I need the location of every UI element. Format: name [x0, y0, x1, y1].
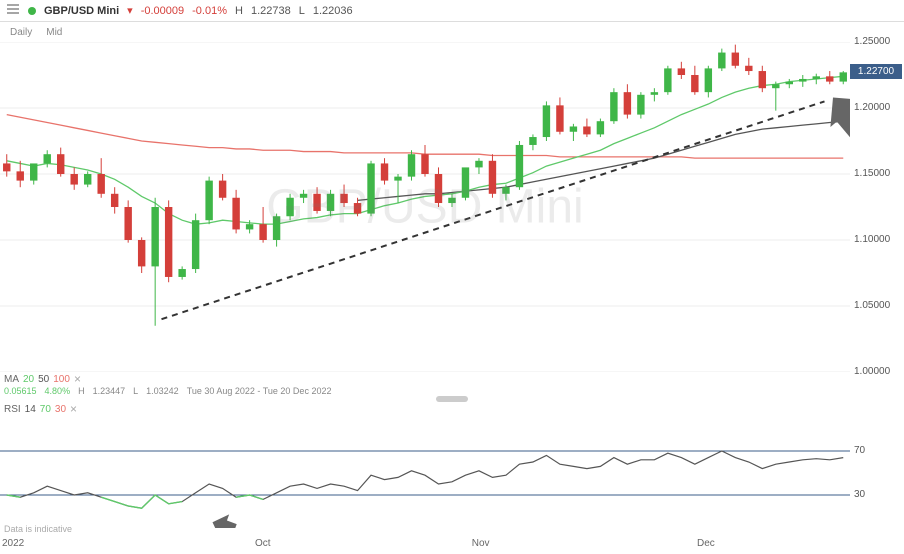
data-disclaimer: Data is indicative: [4, 524, 72, 534]
time-tick: Dec: [697, 538, 715, 549]
ma-close-icon[interactable]: ×: [74, 372, 81, 386]
symbol-name[interactable]: GBP/USD Mini: [44, 5, 119, 17]
price-tick: 1.05000: [854, 300, 890, 311]
status-bar: 0.05615 4.80% H 1.23447 L 1.03242 Tue 30…: [4, 386, 331, 396]
status-open: 0.05615: [4, 386, 37, 396]
time-tick: Nov: [472, 538, 490, 549]
ma-period-20[interactable]: 20: [23, 374, 34, 385]
rsi-label: RSI: [4, 404, 21, 415]
price-tick: 1.20000: [854, 102, 890, 113]
change-value: -0.00009: [141, 5, 184, 17]
year-label: 2022: [2, 538, 24, 549]
high-value: 1.22738: [251, 5, 291, 17]
ma-period-100[interactable]: 100: [53, 374, 70, 385]
ma-label: MA: [4, 374, 19, 385]
menu-icon[interactable]: [6, 2, 20, 19]
price-tick: 1.10000: [854, 234, 890, 245]
main-chart[interactable]: GBP/USD Mini: [0, 42, 850, 372]
rsi-period-14[interactable]: 14: [25, 404, 36, 415]
scroll-handle[interactable]: [436, 396, 468, 402]
status-dot: [28, 7, 36, 15]
rsi-tick: 70: [854, 445, 865, 456]
status-low: 1.03242: [146, 386, 179, 396]
price-tick: 1.25000: [854, 36, 890, 47]
status-date-range: Tue 30 Aug 2022 - Tue 20 Dec 2022: [187, 386, 332, 396]
status-high-label: H: [78, 386, 85, 396]
price-tick: 1.00000: [854, 366, 890, 377]
chart-subheader: Daily Mid: [0, 22, 904, 42]
low-value: 1.22036: [313, 5, 353, 17]
rsi-period-30[interactable]: 30: [55, 404, 66, 415]
high-label: H: [235, 5, 243, 17]
price-axis: 1.000001.050001.100001.150001.200001.250…: [850, 42, 904, 372]
status-low-label: L: [133, 386, 138, 396]
time-axis: 2022 Oct Nov Dec: [0, 534, 850, 554]
dropdown-icon[interactable]: ▾: [127, 4, 133, 17]
status-pct: 4.80%: [45, 386, 71, 396]
rsi-axis: 30 70: [850, 418, 904, 528]
low-label: L: [299, 5, 305, 17]
price-tick: 1.15000: [854, 168, 890, 179]
current-price-flag: 1.22700: [850, 64, 902, 79]
time-tick: Oct: [255, 538, 271, 549]
rsi-tick: 30: [854, 489, 865, 500]
price-type-selector[interactable]: Mid: [46, 27, 62, 38]
ma-indicator-label: MA 20 50 100 ×: [4, 372, 81, 386]
timeframe-selector[interactable]: Daily: [10, 27, 32, 38]
change-pct: -0.01%: [192, 5, 227, 17]
rsi-indicator-label: RSI 14 70 30 ×: [4, 402, 77, 416]
rsi-close-icon[interactable]: ×: [70, 402, 77, 416]
rsi-chart[interactable]: [0, 418, 850, 528]
status-high: 1.23447: [93, 386, 126, 396]
chart-header: GBP/USD Mini ▾ -0.00009 -0.01% H 1.22738…: [0, 0, 904, 22]
rsi-period-70[interactable]: 70: [40, 404, 51, 415]
ma-period-50[interactable]: 50: [38, 374, 49, 385]
